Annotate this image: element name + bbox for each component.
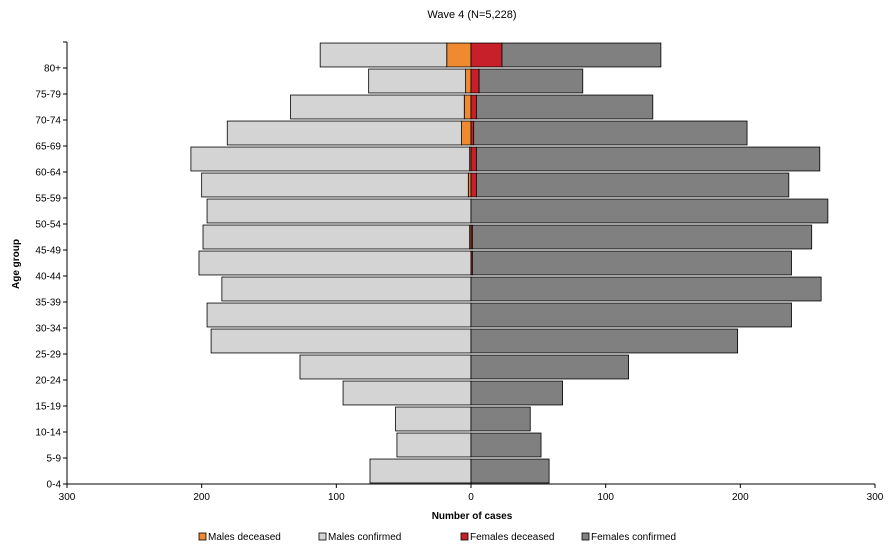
x-axis-title: Number of cases [432, 511, 513, 522]
bar-males-confirmed-25-29 [210, 328, 472, 354]
bar-females-confirmed-80+ [501, 42, 662, 68]
bar-males-confirmed-15-19 [342, 380, 472, 406]
bar-males-confirmed-45-49 [202, 224, 471, 250]
y-tick-label: 40-44 [35, 272, 61, 283]
bar-males-confirmed-70-74 [290, 94, 465, 120]
bar-females-confirmed-35-39 [470, 276, 822, 302]
x-tick-label: 300 [867, 492, 884, 503]
bar-females-confirmed-10-14 [470, 406, 531, 432]
legend-swatch-males-deceased [198, 532, 207, 541]
y-tick-label: 5-9 [47, 454, 62, 465]
legend-label-males-confirmed: Males confirmed [328, 532, 401, 543]
x-tick-label: 300 [59, 492, 76, 503]
bar-males-confirmed-0-4 [369, 458, 472, 484]
y-tick-label: 15-19 [35, 402, 61, 413]
bar-females-confirmed-20-24 [470, 354, 629, 380]
bar-males-confirmed-20-24 [299, 354, 472, 380]
bar-females-confirmed-45-49 [471, 224, 813, 250]
y-tick-label: 10-14 [35, 428, 61, 439]
bar-females-confirmed-30-34 [470, 302, 792, 328]
bar-males-confirmed-50-54 [206, 198, 472, 224]
chart-title: Wave 4 (N=5,228) [427, 9, 516, 21]
y-tick-label: 30-34 [35, 324, 61, 335]
y-tick-label: 45-49 [35, 246, 61, 257]
bar-males-confirmed-60-64 [190, 146, 471, 172]
bar-females-deceased-70-74 [470, 94, 477, 120]
bar-females-confirmed-25-29 [470, 328, 739, 354]
y-tick-label: 0-4 [47, 480, 62, 491]
bar-males-confirmed-35-39 [221, 276, 472, 302]
y-tick-label: 55-59 [35, 194, 61, 205]
bar-females-confirmed-0-4 [470, 458, 550, 484]
bar-males-deceased-55-59 [467, 172, 472, 198]
y-tick-label: 35-39 [35, 298, 61, 309]
bar-males-deceased-70-74 [463, 94, 472, 120]
legend-swatch-females-confirmed [581, 532, 590, 541]
x-tick-label: 0 [468, 492, 474, 503]
y-tick-label: 50-54 [35, 220, 61, 231]
y-axis-title: Age group [11, 239, 22, 289]
bar-males-deceased-65-69 [461, 120, 472, 146]
x-tick-label: 100 [597, 492, 614, 503]
bar-males-deceased-75-79 [465, 68, 472, 94]
legend-swatch-males-confirmed [318, 532, 327, 541]
y-tick-label: 20-24 [35, 376, 61, 387]
y-tick-label: 25-29 [35, 350, 61, 361]
bar-males-confirmed-40-44 [198, 250, 472, 276]
bar-females-confirmed-55-59 [475, 172, 790, 198]
x-tick-label: 100 [328, 492, 345, 503]
bar-males-deceased-80+ [446, 42, 472, 68]
y-tick-label: 75-79 [35, 90, 61, 101]
age-group-labels: 0-4 5-9 10-14 15-19 20-24 25-29 30-34 35-39 40-4… [35, 64, 61, 491]
legend-label-females-deceased: Females deceased [470, 532, 555, 543]
bar-females-confirmed-40-44 [471, 250, 792, 276]
bar-females-deceased-65-69 [470, 120, 475, 146]
y-tick-label: 70-74 [35, 116, 61, 127]
bar-females-deceased-75-79 [470, 68, 480, 94]
bar-males-confirmed-80+ [319, 42, 448, 68]
bar-females-confirmed-5-9 [470, 432, 542, 458]
bar-females-deceased-55-59 [470, 172, 477, 198]
legend-swatch-females-deceased [460, 532, 469, 541]
bar-females-deceased-60-64 [470, 146, 477, 172]
bar-females-confirmed-65-69 [473, 120, 748, 146]
bar-males-confirmed-5-9 [396, 432, 472, 458]
bar-males-confirmed-75-79 [368, 68, 467, 94]
y-tick-label: 80+ [44, 64, 61, 75]
x-tick-label: 200 [193, 492, 210, 503]
x-tick-labels: 300 200 100 0 100 200 300 [59, 492, 884, 503]
bar-females-confirmed-60-64 [475, 146, 821, 172]
bar-males-confirmed-65-69 [226, 120, 462, 146]
bar-females-confirmed-75-79 [478, 68, 584, 94]
axes-group [63, 41, 876, 488]
bar-males-confirmed-55-59 [201, 172, 469, 198]
bar-males-confirmed-10-14 [395, 406, 472, 432]
bar-females-deceased-80+ [470, 42, 503, 68]
bar-females-confirmed-15-19 [470, 380, 563, 406]
bar-males-confirmed-30-34 [206, 302, 472, 328]
y-tick-label: 60-64 [35, 168, 61, 179]
bar-females-confirmed-50-54 [470, 198, 829, 224]
legend-label-males-deceased: Males deceased [208, 532, 281, 543]
legend: Males deceased Males confirmed Females dec… [198, 532, 676, 543]
bars-group [190, 42, 829, 484]
legend-label-females-confirmed: Females confirmed [591, 532, 676, 543]
y-tick-label: 65-69 [35, 142, 61, 153]
x-tick-label: 200 [732, 492, 749, 503]
bar-females-confirmed-70-74 [475, 94, 654, 120]
